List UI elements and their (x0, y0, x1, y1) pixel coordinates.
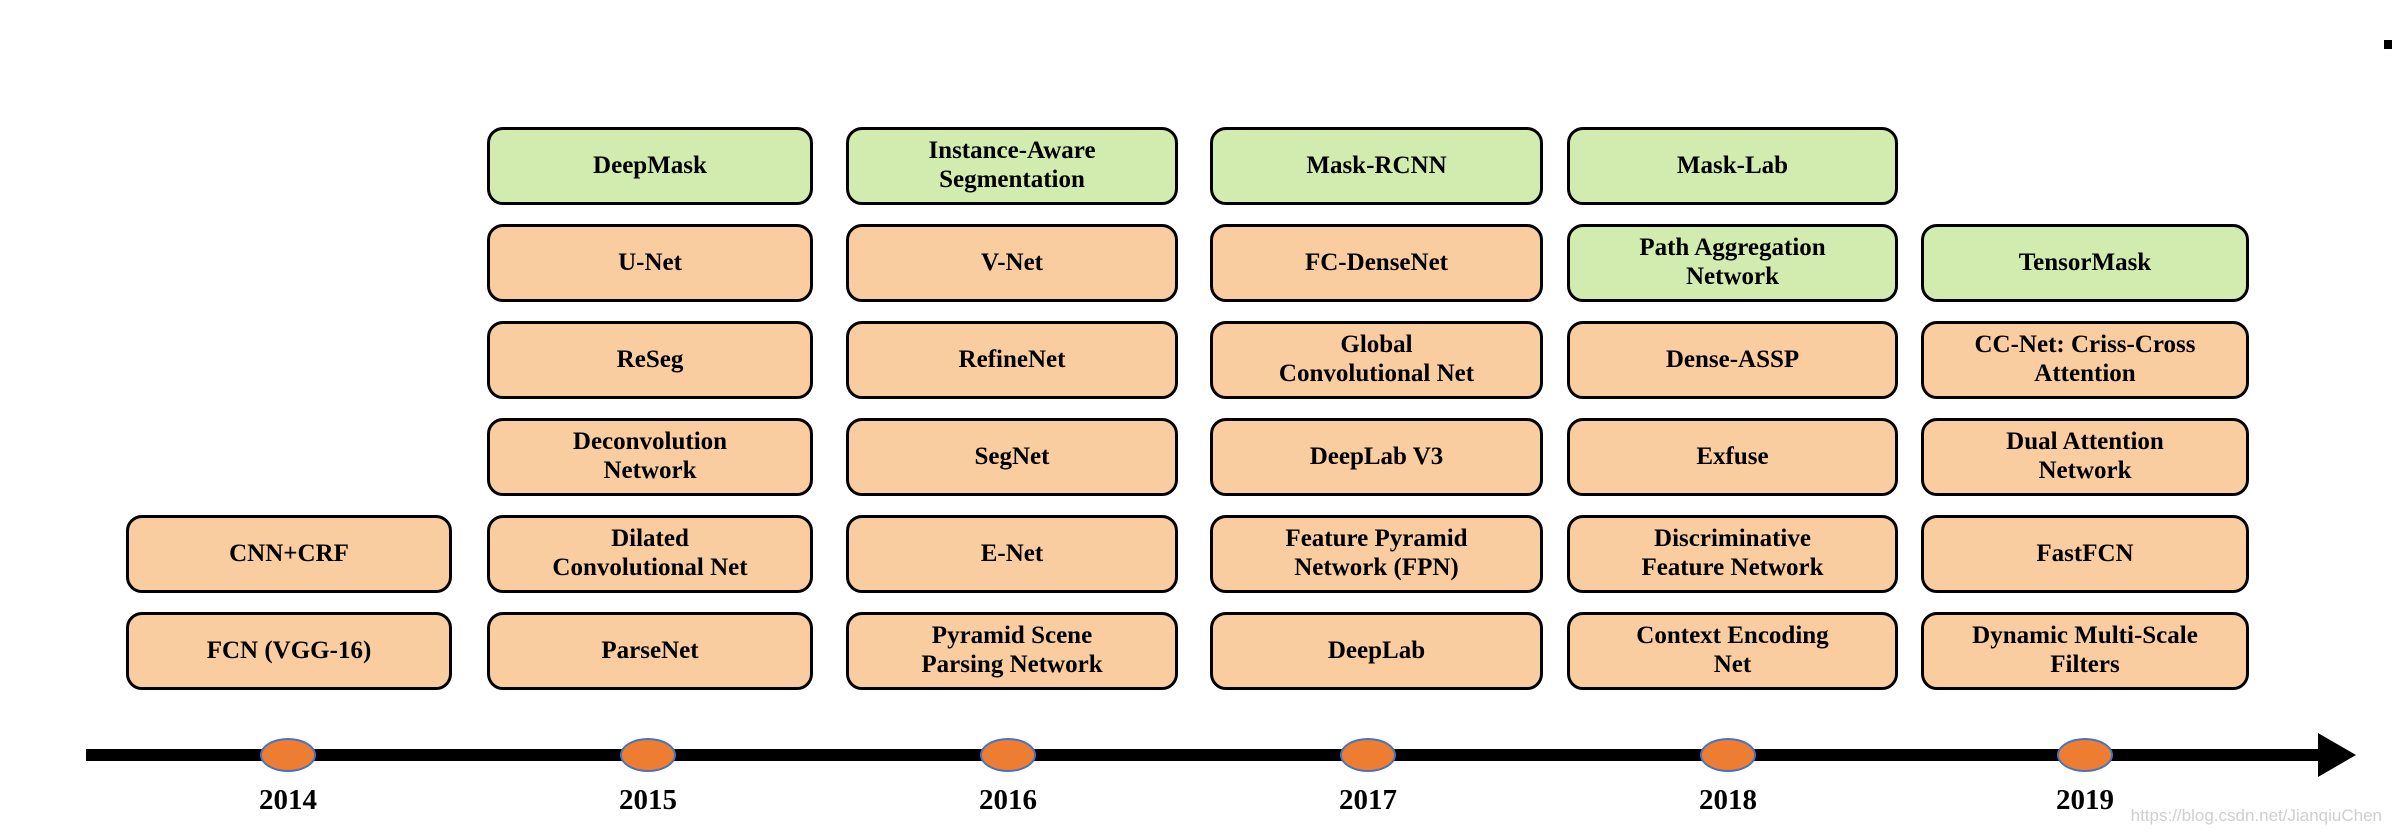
network-box-label: Discriminative Feature Network (1641, 525, 1824, 581)
network-box: DeepMask (487, 127, 813, 205)
network-box: U-Net (487, 224, 813, 302)
timeline-marker-icon (1340, 738, 1396, 772)
network-box-label: DeepLab V3 (1309, 442, 1444, 470)
network-box: RefineNet (846, 321, 1178, 399)
network-box: DeepLab V3 (1210, 418, 1543, 496)
timeline-marker-icon (260, 738, 316, 772)
year-label: 2018 (1699, 784, 1757, 816)
year-label: 2015 (619, 784, 677, 816)
year-label: 2014 (259, 784, 317, 816)
network-box-label: Mask-RCNN (1306, 151, 1447, 179)
network-box: FCN (VGG-16) (126, 612, 452, 690)
network-box: Global Convolutional Net (1210, 321, 1543, 399)
network-box: Mask-Lab (1567, 127, 1898, 205)
network-box: CC-Net: Criss-Cross Attention (1921, 321, 2249, 399)
network-box-label: RefineNet (958, 345, 1066, 373)
network-box: Pyramid Scene Parsing Network (846, 612, 1178, 690)
network-box-label: U-Net (618, 248, 682, 276)
network-box: V-Net (846, 224, 1178, 302)
network-box: FC-DenseNet (1210, 224, 1543, 302)
network-box-label: Global Convolutional Net (1278, 331, 1475, 387)
network-box: CNN+CRF (126, 515, 452, 593)
network-box: Instance-Aware Segmentation (846, 127, 1178, 205)
network-box: Context Encoding Net (1567, 612, 1898, 690)
network-box-label: V-Net (981, 248, 1043, 276)
timeline-axis (86, 749, 2318, 761)
network-box: Feature Pyramid Network (FPN) (1210, 515, 1543, 593)
network-box-label: Context Encoding Net (1636, 622, 1829, 678)
network-box: Dual Attention Network (1921, 418, 2249, 496)
network-box-label: ParseNet (601, 636, 699, 664)
network-box: Dynamic Multi-Scale Filters (1921, 612, 2249, 690)
year-label: 2016 (979, 784, 1037, 816)
corner-artifact-dot (2384, 40, 2392, 49)
network-box-label: Exfuse (1696, 442, 1769, 470)
network-box-label: CC-Net: Criss-Cross Attention (1974, 331, 2196, 387)
network-box: Mask-RCNN (1210, 127, 1543, 205)
network-box: FastFCN (1921, 515, 2249, 593)
timeline-marker-icon (1700, 738, 1756, 772)
network-box: Path Aggregation Network (1567, 224, 1898, 302)
network-box: Exfuse (1567, 418, 1898, 496)
timeline-marker-icon (620, 738, 676, 772)
network-box-label: Feature Pyramid Network (FPN) (1285, 525, 1468, 581)
network-box: TensorMask (1921, 224, 2249, 302)
network-box-label: Dense-ASSP (1665, 345, 1800, 373)
network-box-label: Dynamic Multi-Scale Filters (1972, 622, 2198, 678)
network-box: ReSeg (487, 321, 813, 399)
network-box-label: SegNet (974, 442, 1050, 470)
year-label: 2019 (2056, 784, 2114, 816)
network-box-label: FC-DenseNet (1304, 248, 1448, 276)
network-box-label: CNN+CRF (229, 539, 349, 567)
timeline-marker-icon (2057, 738, 2113, 772)
network-box: SegNet (846, 418, 1178, 496)
year-label: 2017 (1339, 784, 1397, 816)
network-box-label: Mask-Lab (1676, 151, 1789, 179)
network-box-label: DeepMask (593, 151, 707, 179)
network-box: Discriminative Feature Network (1567, 515, 1898, 593)
timeline-arrowhead-icon (2318, 733, 2356, 777)
timeline-marker-icon (980, 738, 1036, 772)
network-box-label: E-Net (980, 539, 1044, 567)
network-box-label: Dual Attention Network (2006, 428, 2164, 484)
network-box: Dense-ASSP (1567, 321, 1898, 399)
network-box-label: ReSeg (616, 345, 684, 373)
network-box: DeepLab (1210, 612, 1543, 690)
network-box: ParseNet (487, 612, 813, 690)
network-box-label: Instance-Aware Segmentation (928, 137, 1096, 193)
network-box-label: Deconvolution Network (572, 428, 728, 484)
network-box: Dilated Convolutional Net (487, 515, 813, 593)
network-box-label: FastFCN (2036, 539, 2134, 567)
network-box-label: Dilated Convolutional Net (552, 525, 748, 581)
network-box-label: Pyramid Scene Parsing Network (921, 622, 1103, 678)
network-box: E-Net (846, 515, 1178, 593)
network-box-label: Path Aggregation Network (1639, 234, 1826, 290)
network-box-label: TensorMask (2018, 248, 2152, 276)
network-box-label: FCN (VGG-16) (206, 636, 372, 664)
watermark-url: https://blog.csdn.net/JianqiuChen (2130, 806, 2382, 825)
network-box: Deconvolution Network (487, 418, 813, 496)
network-box-label: DeepLab (1327, 636, 1426, 664)
